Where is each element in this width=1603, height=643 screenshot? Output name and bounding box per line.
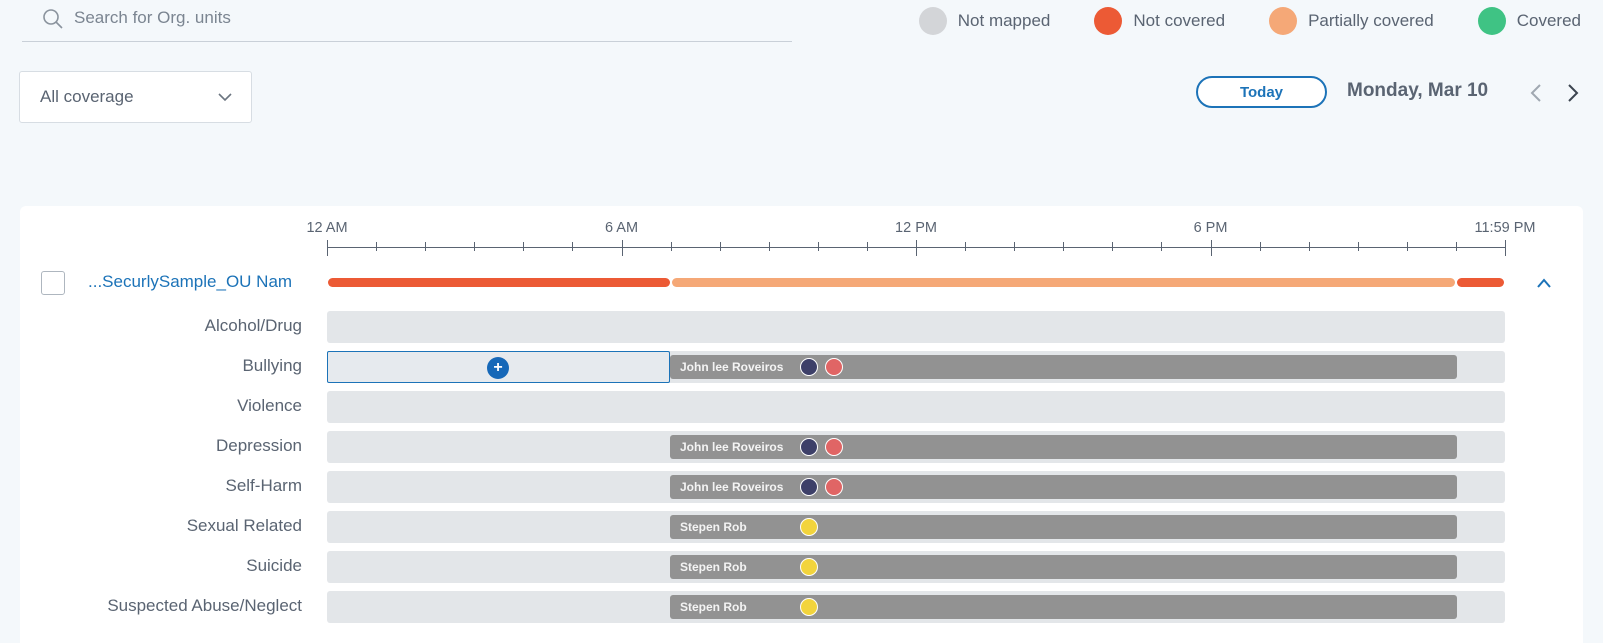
assignee-name: Stepen Rob	[680, 520, 747, 534]
ou-checkbox[interactable]	[41, 271, 65, 295]
axis-minor-tick	[1406, 242, 1408, 251]
assignment-bar[interactable]: Stepen Rob	[670, 595, 1457, 619]
category-label: Self-Harm	[225, 476, 302, 495]
axis-minor-tick	[1161, 242, 1163, 251]
timeline-axis: 12 AM 6 AM 12 PM 6 PM 11:59 PM	[0, 0, 1603, 260]
coverage-filter-dropdown[interactable]: All coverage	[19, 71, 252, 123]
axis-tick-label: 6 PM	[1193, 220, 1228, 236]
axis-tick-label: 12 PM	[895, 220, 937, 236]
axis-minor-tick	[474, 242, 476, 251]
category-label: Depression	[216, 436, 302, 455]
assignment-bar[interactable]: John lee Roveiros	[670, 355, 1457, 379]
legend-dot	[1477, 7, 1506, 35]
assignee-status-dot	[800, 438, 818, 456]
coverage-filter-value: All coverage	[40, 87, 134, 106]
category-row-track[interactable]	[327, 391, 1505, 423]
search-bar	[22, 0, 792, 42]
legend-item: Partially covered	[1269, 7, 1434, 35]
axis-minor-tick	[670, 242, 672, 251]
today-button[interactable]: Today	[1196, 76, 1327, 108]
assignee-status-dot	[825, 358, 843, 376]
search-icon	[43, 9, 63, 29]
assignee-status-dot	[800, 518, 818, 536]
search-input[interactable]	[74, 4, 774, 32]
axis-major-tick	[327, 240, 328, 256]
add-assignment-slot[interactable]: +	[327, 351, 670, 383]
axis-major-tick	[1505, 240, 1506, 256]
axis-minor-tick	[425, 242, 427, 251]
coverage-bar-segment	[328, 278, 670, 287]
category-row-track[interactable]	[327, 311, 1505, 343]
chevron-up-icon[interactable]	[1535, 276, 1553, 290]
assignee-name: John lee Roveiros	[680, 440, 784, 454]
axis-minor-tick	[1259, 242, 1261, 251]
assignee-name: Stepen Rob	[680, 600, 747, 614]
assignee-status-dot	[800, 558, 818, 576]
axis-minor-tick	[1063, 242, 1065, 251]
axis-minor-tick	[1014, 242, 1016, 251]
legend-label: Covered	[1516, 11, 1581, 30]
axis-minor-tick	[965, 242, 967, 251]
legend-item: Covered	[1477, 7, 1581, 35]
chevron-left-icon[interactable]	[1528, 82, 1544, 104]
axis-minor-tick	[572, 242, 574, 251]
current-date: Monday, Mar 10	[1347, 80, 1489, 101]
legend-label: Not mapped	[957, 11, 1051, 30]
axis-minor-tick	[866, 242, 868, 251]
plus-icon[interactable]: +	[487, 357, 509, 379]
category-label: Suicide	[246, 556, 302, 575]
axis-major-tick	[621, 240, 623, 256]
chevron-right-icon[interactable]	[1565, 82, 1581, 104]
assignment-bar[interactable]: Stepen Rob	[670, 555, 1457, 579]
axis-minor-tick	[817, 242, 819, 251]
assignment-bar[interactable]: John lee Roveiros	[670, 475, 1457, 499]
axis-minor-tick	[719, 242, 721, 251]
assignee-status-dot	[825, 438, 843, 456]
axis-minor-tick	[1455, 242, 1457, 251]
axis-minor-tick	[523, 242, 525, 251]
category-label: Sexual Related	[186, 516, 302, 535]
assignee-status-dot	[800, 598, 818, 616]
assignee-name: Stepen Rob	[680, 560, 747, 574]
category-label: Suspected Abuse/Neglect	[107, 596, 302, 615]
coverage-bar-segment	[1456, 278, 1504, 287]
axis-tick-label: 11:59 PM	[1474, 220, 1536, 236]
axis-tick-label: 6 AM	[604, 220, 639, 236]
assignee-name: John lee Roveiros	[680, 480, 784, 494]
chevron-down-icon	[218, 93, 232, 102]
axis-minor-tick	[1357, 242, 1359, 251]
assignee-status-dot	[800, 478, 818, 496]
legend-item: Not mapped	[918, 7, 1051, 35]
axis-minor-tick	[376, 242, 378, 251]
axis-major-tick	[1210, 240, 1212, 256]
legend-item: Not covered	[1094, 7, 1225, 35]
assignment-bar[interactable]: John lee Roveiros	[670, 435, 1457, 459]
coverage-bar-segment	[671, 278, 1455, 287]
category-label: Alcohol/Drug	[204, 316, 302, 335]
axis-major-tick	[916, 240, 917, 256]
coverage-legend: Not mapped Not covered Partially covered Co…	[875, 7, 1581, 35]
category-label: Bullying	[242, 356, 302, 375]
category-label: Violence	[237, 396, 302, 415]
legend-dot	[1269, 7, 1298, 35]
ou-name-link[interactable]: ...SecurlySample_OU Nam	[88, 272, 293, 291]
assignee-status-dot	[800, 358, 818, 376]
legend-label: Partially covered	[1308, 11, 1434, 30]
assignee-name: John lee Roveiros	[680, 360, 784, 374]
axis-tick-label: 12 AM	[306, 220, 348, 236]
axis-minor-tick	[768, 242, 770, 251]
axis-minor-tick	[1112, 242, 1114, 251]
legend-label: Not covered	[1133, 11, 1226, 30]
legend-dot	[1094, 7, 1123, 35]
axis-minor-tick	[1308, 242, 1310, 251]
assignee-status-dot	[825, 478, 843, 496]
legend-dot	[918, 7, 947, 35]
assignment-bar[interactable]: Stepen Rob	[670, 515, 1457, 539]
